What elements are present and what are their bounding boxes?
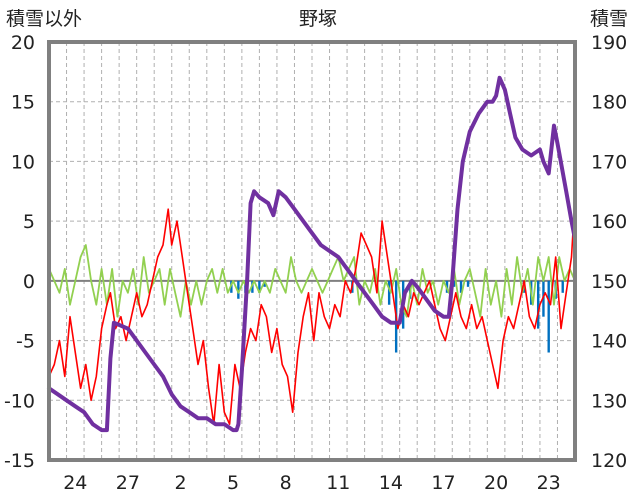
y-tick-label-left: 10 — [11, 151, 35, 173]
y-tick-label-left: 0 — [23, 271, 35, 293]
precip-bar — [258, 280, 261, 293]
precip-bar — [387, 280, 391, 305]
y-tick-label-left: -10 — [4, 390, 35, 412]
y-tick-label-right: 170 — [591, 151, 627, 173]
y-tick-label-left: 5 — [23, 211, 35, 233]
precip-bar — [536, 280, 540, 329]
left-axis-title: 積雪以外 — [6, 8, 82, 30]
x-tick-label: 24 — [63, 472, 87, 494]
x-tick-label: 5 — [227, 472, 239, 494]
precip-bar — [542, 280, 545, 317]
x-tick-label: 2 — [174, 472, 186, 494]
grid-lines — [49, 42, 575, 460]
right-axis-title: 積雪 — [590, 8, 628, 30]
y-tick-label-right: 160 — [591, 211, 627, 233]
precip-bar — [459, 280, 463, 293]
temperature-line — [48, 196, 576, 426]
x-tick-label: 23 — [537, 472, 561, 494]
x-axis-ticks: 24 27 2 5 8 11 14 17 20 23 — [63, 472, 561, 494]
snow-depth-series — [47, 75, 577, 433]
y-tick-label-right: 190 — [591, 32, 627, 54]
right-axis-ticks: 190 180 170 160 150 140 130 120 — [591, 32, 627, 472]
plot-frame — [47, 40, 577, 462]
temperature-series — [48, 196, 576, 426]
chart-title: 野塚 — [299, 8, 337, 30]
snow-depth-line — [47, 75, 577, 433]
y-tick-label-right: 150 — [591, 271, 627, 293]
x-tick-label: 8 — [280, 472, 292, 494]
precip-bar — [237, 280, 240, 299]
precip-bar — [466, 280, 470, 287]
y-tick-label-right: 130 — [591, 390, 627, 412]
x-tick-label: 27 — [116, 472, 140, 494]
precip-bar — [561, 280, 564, 293]
x-tick-label: 11 — [326, 472, 350, 494]
x-tick-label: 20 — [484, 472, 508, 494]
left-axis-ticks: 20 15 10 5 0 -5 -10 -15 — [4, 32, 35, 472]
x-tick-label: 17 — [431, 472, 455, 494]
y-tick-label-left: 20 — [11, 32, 35, 54]
y-tick-label-right: 180 — [591, 92, 627, 114]
y-tick-label-left: -5 — [16, 331, 35, 353]
y-tick-label-right: 120 — [591, 450, 627, 472]
y-tick-label-left: 15 — [11, 92, 35, 114]
y-tick-label-right: 140 — [591, 331, 627, 353]
precip-bar — [547, 280, 550, 353]
y-tick-label-left: -15 — [4, 450, 35, 472]
precip-bar — [263, 280, 266, 287]
x-tick-label: 14 — [379, 472, 403, 494]
